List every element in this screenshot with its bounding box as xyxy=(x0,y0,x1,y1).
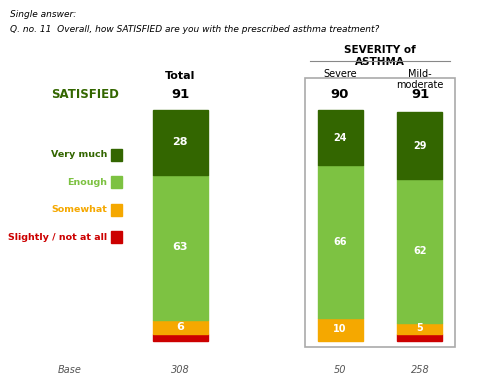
Bar xyxy=(318,165,362,318)
Text: 6: 6 xyxy=(176,322,184,332)
Text: 91: 91 xyxy=(171,87,189,101)
Text: 50: 50 xyxy=(334,365,346,376)
Bar xyxy=(152,110,208,174)
Text: Very much: Very much xyxy=(51,151,108,159)
Text: Mild-
moderate: Mild- moderate xyxy=(396,69,444,90)
Text: Base: Base xyxy=(58,365,82,376)
Text: SEVERITY of
ASTHMA: SEVERITY of ASTHMA xyxy=(344,45,416,67)
Bar xyxy=(152,334,208,341)
Bar xyxy=(398,179,442,323)
Text: Severe: Severe xyxy=(323,69,357,79)
Text: Enough: Enough xyxy=(68,178,108,187)
Text: 10: 10 xyxy=(333,325,347,334)
Bar xyxy=(152,320,208,334)
Text: 24: 24 xyxy=(333,132,347,143)
Text: SATISFIED: SATISFIED xyxy=(51,87,119,101)
Text: 258: 258 xyxy=(410,365,430,376)
Bar xyxy=(398,112,442,179)
Bar xyxy=(318,318,362,341)
Text: 308: 308 xyxy=(170,365,190,376)
Text: Somewhat: Somewhat xyxy=(52,205,108,214)
Text: 62: 62 xyxy=(413,246,427,256)
Text: 29: 29 xyxy=(413,141,427,151)
Text: 90: 90 xyxy=(331,87,349,101)
Bar xyxy=(111,231,122,243)
Text: 5: 5 xyxy=(416,323,424,333)
Bar xyxy=(398,323,442,334)
Text: Total: Total xyxy=(165,71,195,81)
Bar xyxy=(111,204,122,216)
Text: Single answer:: Single answer: xyxy=(10,10,76,19)
Text: Slightly / not at all: Slightly / not at all xyxy=(8,233,108,241)
Text: 28: 28 xyxy=(172,137,188,147)
Text: 91: 91 xyxy=(411,87,429,101)
Bar xyxy=(398,334,442,341)
Text: 66: 66 xyxy=(333,237,347,247)
Bar xyxy=(152,174,208,320)
Bar xyxy=(111,149,122,161)
Text: 63: 63 xyxy=(172,242,188,252)
Bar xyxy=(111,176,122,188)
Bar xyxy=(318,110,362,165)
Text: Q. no. 11  Overall, how SATISFIED are you with the prescribed asthma treatment?: Q. no. 11 Overall, how SATISFIED are you… xyxy=(10,25,380,34)
